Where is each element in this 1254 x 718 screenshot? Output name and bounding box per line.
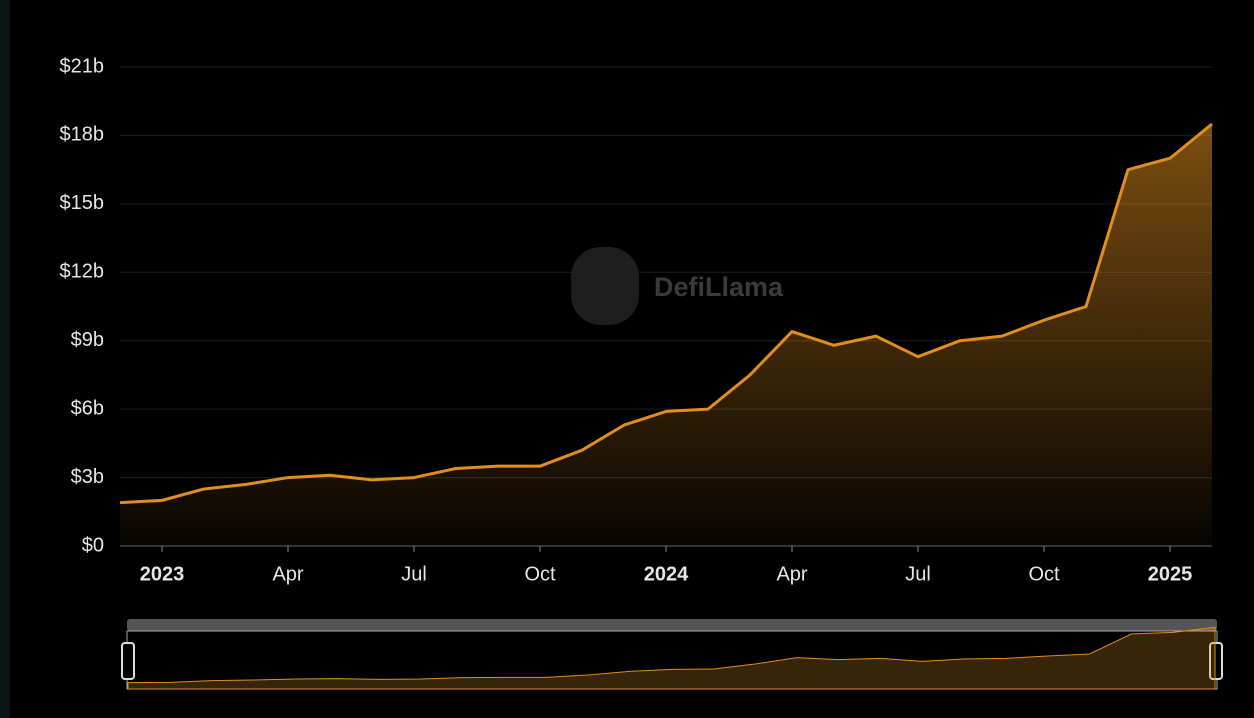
y-tick-label: $18b bbox=[60, 124, 105, 146]
x-tick-label: 2025 bbox=[1148, 563, 1193, 585]
x-tick-label: Apr bbox=[272, 563, 303, 585]
line bbox=[119, 122, 1213, 505]
navigator bbox=[121, 619, 1223, 690]
y-tick-label: $6b bbox=[71, 397, 104, 419]
watermark-text: DefiLlama bbox=[654, 272, 784, 302]
y-tick-label: $21b bbox=[60, 55, 105, 77]
y-tick-label: $3b bbox=[71, 466, 104, 488]
x-tick-label: 2024 bbox=[644, 563, 689, 585]
navigator-handle-right[interactable] bbox=[1209, 642, 1223, 680]
watermark-logo bbox=[571, 247, 639, 325]
side-strip bbox=[0, 0, 10, 718]
x-tick-label: Oct bbox=[524, 563, 556, 585]
navigator-handle-left[interactable] bbox=[121, 642, 135, 680]
y-tick-label: $0 bbox=[82, 534, 104, 556]
x-tick-label: Jul bbox=[905, 563, 931, 585]
area bbox=[120, 124, 1212, 547]
x-tick-label: 2023 bbox=[140, 563, 185, 585]
navigator-area bbox=[127, 626, 1216, 690]
y-tick-label: $9b bbox=[71, 329, 104, 351]
x-tick-label: Apr bbox=[776, 563, 807, 585]
y-tick-label: $15b bbox=[60, 192, 105, 214]
y-tick-label: $12b bbox=[60, 261, 105, 283]
x-tick-label: Oct bbox=[1028, 563, 1060, 585]
x-tick-label: Jul bbox=[401, 563, 427, 585]
watermark: DefiLlama bbox=[571, 247, 784, 325]
navigator-bar[interactable] bbox=[127, 619, 1217, 631]
